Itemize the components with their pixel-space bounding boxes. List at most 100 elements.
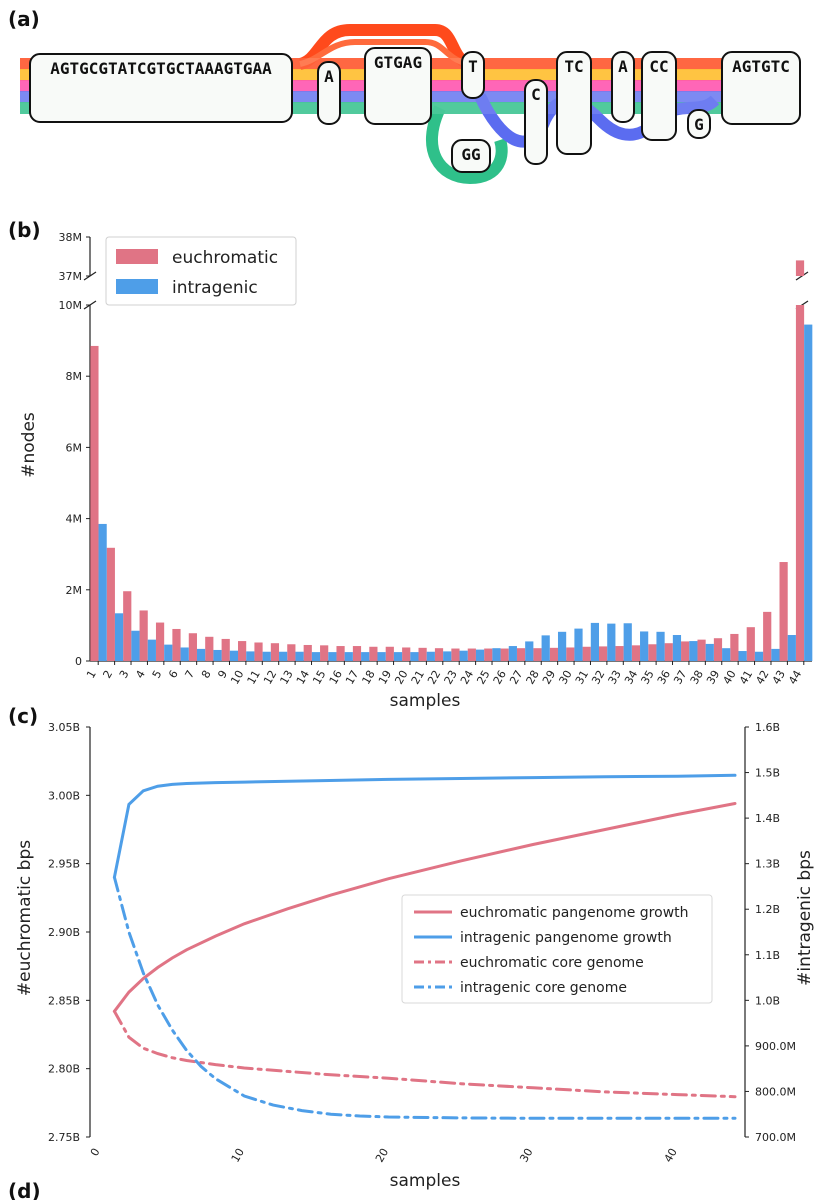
x-tick-label: 1 bbox=[84, 668, 99, 681]
bar-intragenic bbox=[393, 652, 403, 661]
bar-intragenic bbox=[246, 651, 255, 661]
bar-intragenic bbox=[426, 651, 435, 661]
x-tick-label: 32 bbox=[589, 668, 607, 687]
bar-intragenic bbox=[508, 646, 517, 661]
bar-euchromatic bbox=[779, 562, 788, 661]
x-tick-label: 9 bbox=[215, 668, 230, 681]
x-tick-label: 42 bbox=[753, 668, 771, 687]
x-tick-label: 12 bbox=[261, 668, 279, 687]
bar-euchromatic bbox=[270, 643, 280, 661]
graph-node: GG bbox=[451, 139, 491, 173]
x-tick-label: 37 bbox=[671, 668, 689, 687]
bar-euchromatic bbox=[139, 610, 148, 661]
graph-node-box bbox=[687, 109, 711, 139]
series-line bbox=[112, 1009, 737, 1099]
bar-intragenic bbox=[213, 649, 222, 661]
x-tick-label: 14 bbox=[294, 668, 312, 687]
panel-a-label: (a) bbox=[8, 7, 40, 31]
y-tick-label-left: 2.85B bbox=[48, 994, 80, 1007]
bar-euchromatic bbox=[697, 639, 706, 661]
x-tick-label: 27 bbox=[507, 668, 525, 687]
bar-euchromatic bbox=[320, 645, 329, 661]
bar-euchromatic bbox=[369, 646, 378, 661]
bar-intragenic bbox=[262, 651, 271, 661]
x-tick-label: 5 bbox=[150, 668, 165, 681]
panel-b-label: (b) bbox=[8, 218, 41, 242]
bar-euchromatic bbox=[599, 646, 608, 661]
bar-euchromatic bbox=[566, 647, 575, 661]
bar-euchromatic bbox=[451, 648, 460, 661]
y-axis-title: #nodes bbox=[19, 412, 39, 478]
bar-intragenic bbox=[672, 635, 682, 661]
legend-swatch bbox=[116, 249, 158, 264]
bar-intragenic bbox=[804, 324, 813, 661]
x-tick-label: 44 bbox=[786, 668, 804, 687]
bar-euchromatic bbox=[418, 647, 427, 661]
legend-label: euchromatic pangenome growth bbox=[460, 905, 689, 921]
graph-node-box bbox=[524, 79, 548, 165]
x-tick-label: 4 bbox=[133, 668, 148, 681]
bar-intragenic bbox=[196, 648, 206, 661]
legend: euchromatic pangenome growth intragenic p… bbox=[401, 894, 713, 1004]
y-tick-label: 6M bbox=[66, 441, 83, 454]
y-tick-label: 0 bbox=[75, 655, 82, 668]
bar-intragenic bbox=[754, 651, 764, 661]
graph-node: TC bbox=[556, 51, 592, 155]
y-tick-label-right: 1.5B bbox=[755, 767, 780, 780]
x-tick-label: 20 bbox=[392, 668, 410, 687]
bar-intragenic bbox=[344, 652, 353, 661]
bar-euchromatic bbox=[795, 305, 805, 661]
bar-euchromatic bbox=[188, 633, 197, 661]
bar-euchromatic bbox=[681, 641, 690, 661]
path-red-loop-2 bbox=[299, 39, 471, 67]
graph-node-sequence: AGTGCGTATCGTGCTAAAGTGAA bbox=[50, 59, 272, 78]
graph-node-sequence: G bbox=[694, 115, 704, 134]
graph-node-box bbox=[721, 51, 801, 125]
x-tick-label: 15 bbox=[310, 668, 328, 687]
y-tick-label-left: 2.95B bbox=[48, 858, 80, 871]
y-tick-label: 10M bbox=[59, 299, 83, 312]
bar-euchromatic bbox=[336, 646, 345, 661]
x-tick-label: 30 bbox=[556, 668, 574, 687]
legend-label: intragenic core genome bbox=[460, 980, 627, 996]
bar-euchromatic bbox=[385, 646, 394, 661]
bar-intragenic bbox=[640, 631, 649, 661]
graph-node-sequence: GG bbox=[461, 145, 480, 164]
y-axis-title-right: #intragenic bps bbox=[795, 850, 815, 986]
bar-intragenic bbox=[492, 648, 501, 661]
x-tick-label: 7 bbox=[182, 668, 197, 681]
graph-node: A bbox=[611, 51, 635, 123]
x-tick-label: 28 bbox=[524, 668, 542, 687]
legend-label: euchromatic core genome bbox=[460, 955, 644, 971]
x-tick-label: 31 bbox=[573, 668, 591, 687]
x-tick-label: 39 bbox=[704, 668, 722, 687]
y-tick-label-left: 2.75B bbox=[48, 1131, 80, 1144]
path-green-detour bbox=[425, 105, 508, 185]
y-tick-label: 2M bbox=[66, 584, 83, 597]
x-tick-label: 13 bbox=[277, 668, 295, 687]
y-tick-label: 38M bbox=[59, 231, 83, 244]
x-axis-title: samples bbox=[390, 1171, 461, 1191]
bar-euchromatic bbox=[713, 638, 723, 661]
bar-intragenic bbox=[689, 641, 698, 661]
x-tick-label: 41 bbox=[737, 668, 755, 687]
bar-euchromatic bbox=[221, 638, 230, 661]
bar-euchromatic-upper bbox=[795, 260, 805, 276]
bar-intragenic bbox=[180, 647, 189, 661]
series-line bbox=[112, 802, 737, 1013]
y-tick-label-left: 3.00B bbox=[48, 789, 80, 802]
x-tick-label: 40 bbox=[662, 1146, 680, 1165]
graph-node-box bbox=[641, 51, 677, 141]
bar-intragenic bbox=[787, 635, 796, 661]
legend-label: intragenic pangenome growth bbox=[460, 930, 672, 946]
graph-node: AGTGTC bbox=[721, 51, 801, 125]
bar-euchromatic bbox=[402, 647, 411, 661]
legend: euchromatic intragenic bbox=[105, 236, 297, 306]
bar-intragenic bbox=[656, 631, 665, 661]
bar-intragenic bbox=[114, 613, 124, 661]
y-tick-label: 4M bbox=[66, 513, 83, 526]
bar-intragenic bbox=[590, 622, 600, 661]
x-tick-label: 30 bbox=[517, 1146, 535, 1165]
bar-intragenic bbox=[574, 628, 583, 661]
